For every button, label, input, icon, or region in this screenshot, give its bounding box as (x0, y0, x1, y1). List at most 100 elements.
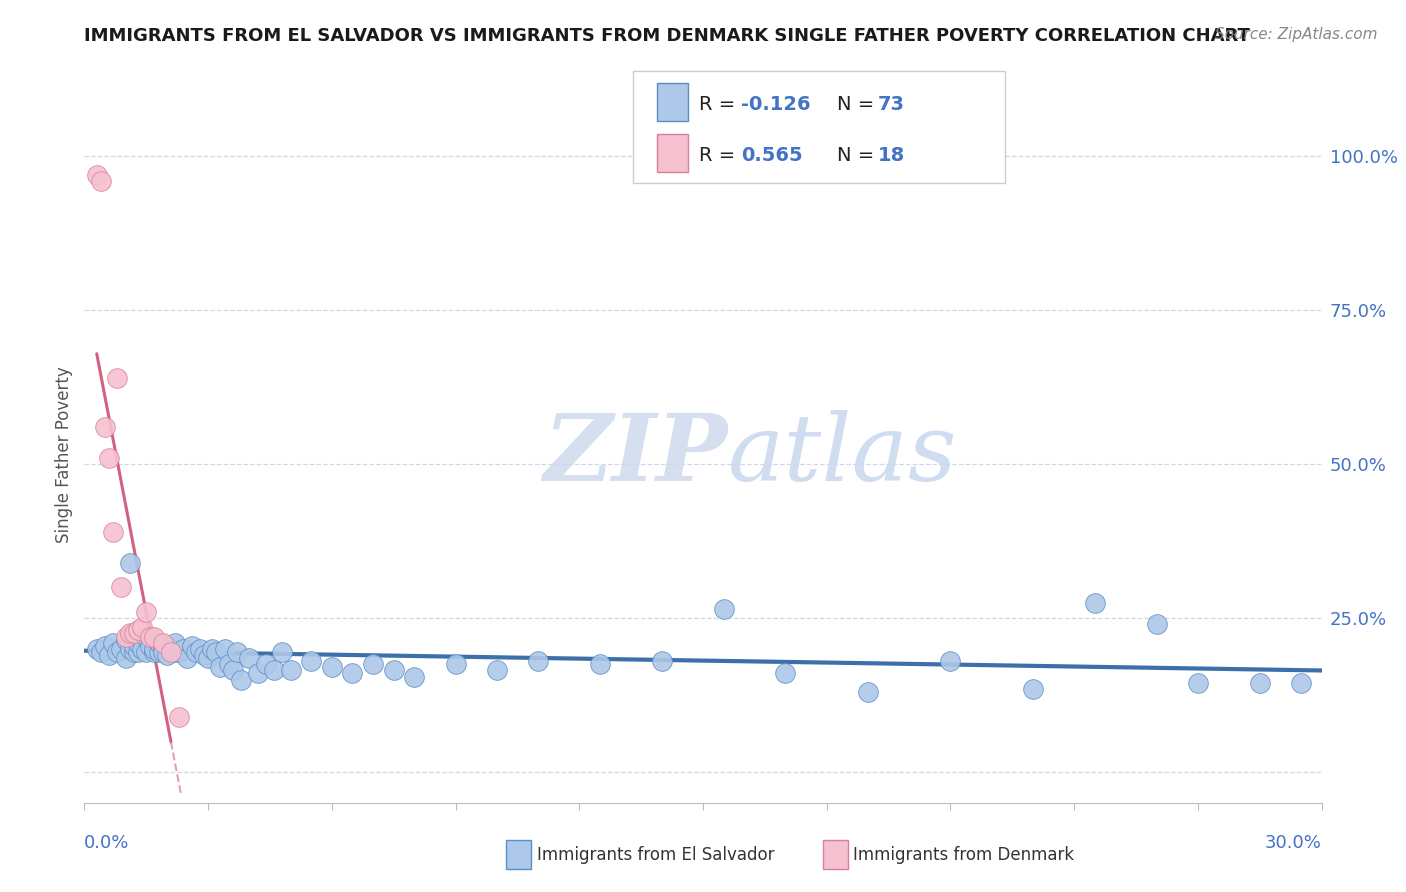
Point (118, 626, 141, 640)
Point (1084, 596, 1107, 610)
Point (214, 641, 236, 656)
Point (939, 654, 962, 668)
Point (160, 641, 183, 656)
Point (131, 620, 153, 634)
Text: Immigrants from El Salvador: Immigrants from El Salvador (537, 846, 775, 863)
Text: 18: 18 (877, 146, 904, 165)
Point (135, 630, 157, 644)
Point (110, 641, 132, 656)
Point (105, 371, 128, 385)
Text: 73: 73 (877, 95, 904, 114)
Point (280, 664, 302, 678)
Text: 30.0%: 30.0% (1265, 834, 1322, 852)
Text: ZIP: ZIP (544, 410, 728, 500)
Point (110, 580, 132, 594)
Point (713, 602, 735, 616)
Point (184, 645, 207, 659)
Text: Source: ZipAtlas.com: Source: ZipAtlas.com (1215, 27, 1378, 42)
Text: -0.126: -0.126 (741, 95, 811, 114)
Point (86, 168, 108, 182)
Point (160, 645, 183, 659)
Point (143, 645, 166, 659)
Point (90, 645, 112, 659)
Point (321, 660, 343, 674)
Point (246, 666, 269, 681)
Point (114, 632, 136, 647)
Point (148, 645, 170, 659)
Point (156, 648, 179, 662)
Point (775, 666, 797, 681)
Text: R =: R = (699, 146, 741, 165)
Point (90, 174, 112, 188)
Point (404, 669, 426, 683)
Point (156, 639, 179, 653)
Point (218, 657, 240, 672)
Point (122, 645, 145, 659)
Point (485, 664, 508, 678)
Point (1187, 675, 1209, 690)
Point (165, 645, 187, 659)
Point (103, 636, 125, 650)
Point (103, 524, 125, 539)
Point (94, 420, 117, 434)
Point (856, 685, 879, 699)
Point (193, 648, 215, 662)
Point (299, 654, 322, 668)
Point (176, 651, 198, 665)
Point (271, 645, 294, 659)
Point (139, 630, 162, 644)
Point (222, 664, 245, 678)
Point (209, 660, 232, 674)
Point (167, 709, 190, 723)
Point (165, 636, 187, 650)
Point (1146, 617, 1168, 632)
Point (114, 651, 136, 665)
Point (226, 645, 249, 659)
Point (131, 641, 153, 656)
Point (263, 664, 285, 678)
Text: N =: N = (837, 95, 880, 114)
Point (180, 639, 202, 653)
Point (127, 624, 149, 638)
Point (143, 630, 166, 644)
Point (135, 605, 157, 619)
Point (118, 641, 141, 656)
Text: IMMIGRANTS FROM EL SALVADOR VS IMMIGRANTS FROM DENMARK SINGLE FATHER POVERTY COR: IMMIGRANTS FROM EL SALVADOR VS IMMIGRANT… (84, 27, 1250, 45)
Text: Immigrants from Denmark: Immigrants from Denmark (853, 846, 1074, 863)
Point (1022, 681, 1045, 696)
Point (651, 654, 673, 668)
Point (1249, 675, 1271, 690)
Text: R =: R = (699, 95, 741, 114)
Point (94, 639, 117, 653)
Point (105, 645, 128, 659)
Point (152, 645, 174, 659)
Point (172, 641, 194, 656)
Point (238, 651, 260, 665)
Point (589, 657, 612, 672)
Text: atlas: atlas (728, 410, 957, 500)
Point (361, 657, 384, 672)
Point (382, 664, 405, 678)
Point (127, 636, 149, 650)
Point (197, 651, 219, 665)
Point (152, 636, 174, 650)
Point (114, 630, 136, 644)
Text: 0.0%: 0.0% (84, 834, 129, 852)
Point (527, 654, 550, 668)
Point (201, 641, 224, 656)
Point (167, 645, 190, 659)
Point (98, 450, 121, 465)
Point (98, 648, 121, 662)
Point (122, 639, 145, 653)
Point (152, 641, 174, 656)
Text: N =: N = (837, 146, 880, 165)
Point (122, 626, 145, 640)
Point (254, 657, 277, 672)
Point (135, 645, 157, 659)
Point (444, 657, 467, 672)
Point (205, 645, 228, 659)
Point (139, 639, 162, 653)
Point (342, 666, 364, 681)
Point (143, 641, 166, 656)
Point (127, 645, 149, 659)
